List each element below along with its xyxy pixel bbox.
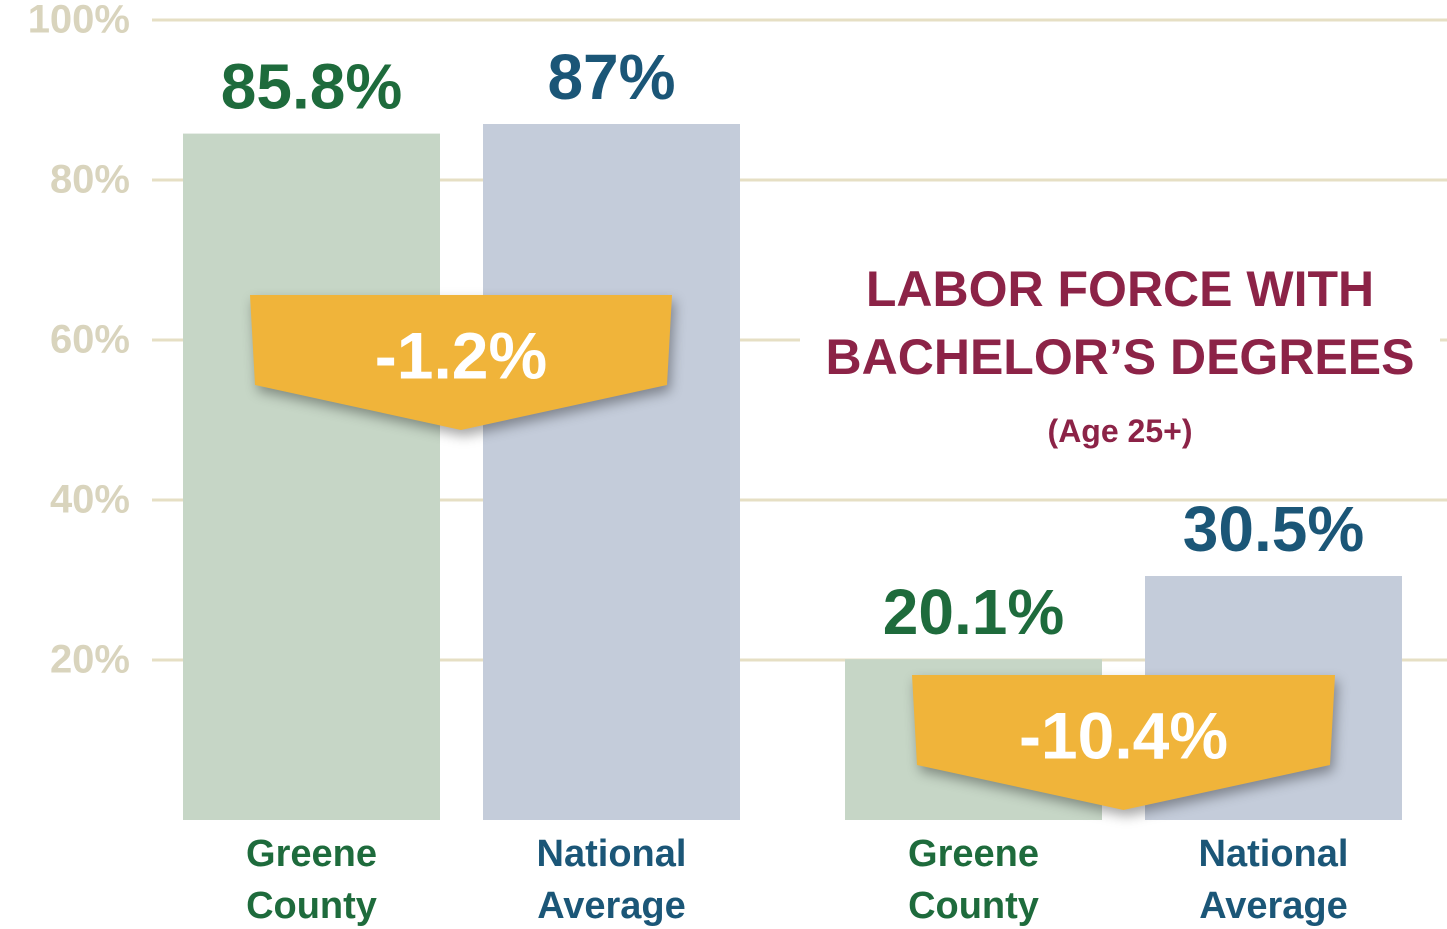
chart: 20% 40% 60% 80% 100% 85.8% 87% -1.2% 20.1% 30.5% -… (0, 0, 1447, 929)
annotation: -10.4% (1019, 698, 1228, 772)
x-tick-label: National Average (483, 828, 740, 929)
bar (183, 134, 440, 820)
chart-title: LABOR FORCE WITH BACHELOR’S DEGREES (826, 261, 1415, 385)
x-tick-label: Greene County (183, 828, 440, 929)
y-tick-label: 40% (50, 478, 130, 522)
x-tick-label: National Average (1145, 828, 1402, 929)
y-tick-label: 80% (50, 158, 130, 202)
y-tick-label: 60% (50, 318, 130, 362)
chart-title-block: LABOR FORCE WITH BACHELOR’S DEGREES (Age… (800, 255, 1440, 465)
value-label: 85.8% (221, 51, 402, 123)
y-tick-label: 20% (50, 638, 130, 682)
annotation: -1.2% (375, 318, 547, 392)
value-label: 30.5% (1183, 493, 1364, 565)
value-label: 87% (547, 41, 675, 113)
value-label: 20.1% (883, 576, 1064, 648)
bar (483, 124, 740, 820)
x-tick-label: Greene County (845, 828, 1102, 929)
y-tick-label: 100% (28, 0, 130, 42)
chart-subtitle: (Age 25+) (1048, 413, 1193, 449)
